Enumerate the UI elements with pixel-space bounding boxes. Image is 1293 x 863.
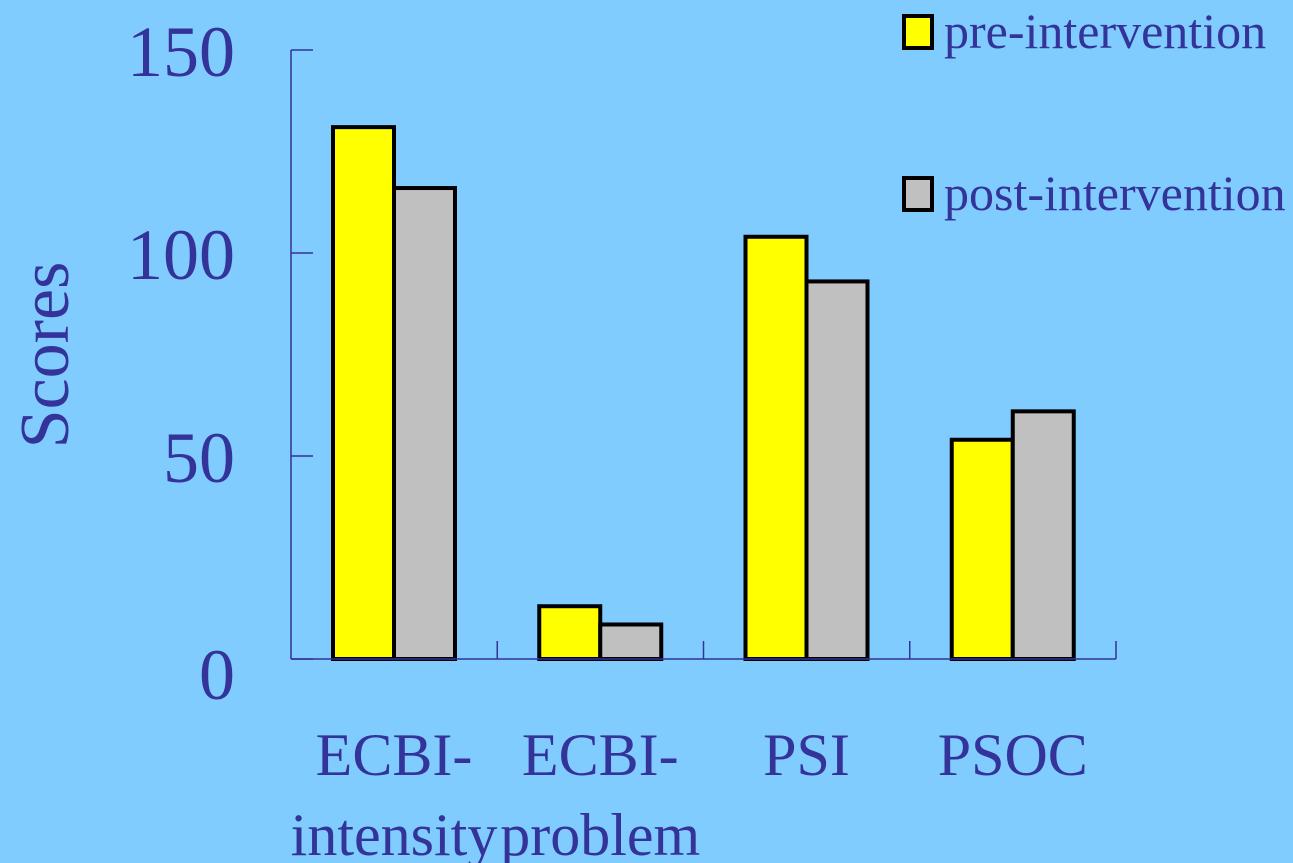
bar-psi-post-intervention [804, 279, 870, 661]
bar-ecbi-problem-pre-intervention [537, 604, 603, 661]
bars-group [331, 125, 1076, 662]
x-tick-label: PSI [763, 722, 850, 788]
legend-swatch-pre-intervention [902, 14, 934, 50]
bar-psoc-pre-intervention [949, 437, 1015, 662]
legend: pre-intervention post-intervention [902, 3, 1286, 221]
y-tick-label: 150 [127, 12, 235, 92]
y-axis-label: Scores [7, 262, 84, 449]
bar-ecbi-intensity-post-intervention [392, 186, 457, 661]
axes-group [290, 49, 1117, 660]
bar-psoc-post-intervention [1010, 409, 1076, 661]
bar-ecbi-problem-post-intervention [598, 622, 664, 661]
legend-label-pre-intervention: pre-intervention [944, 3, 1266, 59]
bar-psi-pre-intervention [743, 234, 809, 661]
x-tick-label: PSOC [938, 722, 1088, 788]
labels-group: 0 50 100 150 ECBI-intensity ECBI-problem PSI PS… [7, 12, 1088, 863]
x-tick-label: ECBI- [316, 722, 473, 788]
bar-ecbi-intensity-pre-intervention [331, 125, 396, 661]
x-tick-label: problem [500, 802, 700, 863]
y-tick-label: 100 [127, 215, 235, 295]
y-tick-label: 0 [199, 635, 235, 715]
legend-label-post-intervention: post-intervention [944, 165, 1286, 221]
legend-swatch-post-intervention [902, 176, 934, 212]
x-tick-label: intensity [291, 802, 498, 863]
x-tick-label: ECBI- [522, 722, 679, 788]
y-tick-label: 50 [163, 418, 235, 498]
